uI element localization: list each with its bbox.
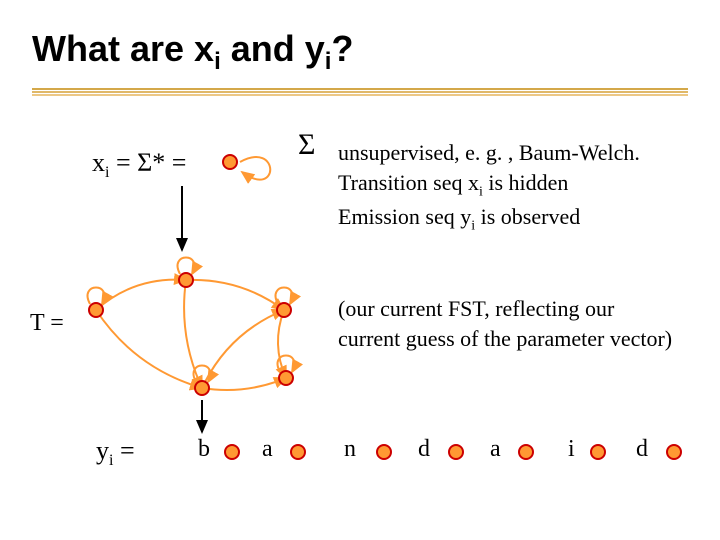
xi-equals-label: xi = Σ* = bbox=[92, 148, 186, 182]
yi-node-6 bbox=[666, 444, 682, 460]
stripe-1 bbox=[32, 88, 688, 90]
yi-letter-1: a bbox=[262, 436, 273, 463]
yi-node-0 bbox=[224, 444, 240, 460]
yi-node-2 bbox=[376, 444, 392, 460]
stripe-2 bbox=[32, 91, 688, 93]
description-unsupervised: unsupervised, e. g. , Baum-Welch. Transi… bbox=[338, 138, 640, 236]
yi-equals-label: yi = bbox=[96, 436, 135, 470]
xi-node bbox=[222, 154, 238, 170]
title-underline bbox=[32, 88, 688, 96]
yi-node-4 bbox=[518, 444, 534, 460]
yi-letter-4: a bbox=[490, 436, 501, 463]
yi-node-1 bbox=[290, 444, 306, 460]
description-fst: (our current FST, reflecting our current… bbox=[338, 294, 672, 353]
fst-node-2 bbox=[194, 380, 210, 396]
stripe-3 bbox=[32, 94, 688, 96]
yi-letter-5: i bbox=[568, 436, 575, 463]
t-equals-label: T = bbox=[30, 310, 64, 337]
fst-node-3 bbox=[276, 302, 292, 318]
page-title: What are xi and yi? bbox=[32, 28, 353, 76]
fst-node-0 bbox=[88, 302, 104, 318]
fst-node-1 bbox=[178, 272, 194, 288]
yi-letter-0: b bbox=[198, 436, 210, 463]
yi-letter-3: d bbox=[418, 436, 430, 463]
yi-node-5 bbox=[590, 444, 606, 460]
yi-node-3 bbox=[448, 444, 464, 460]
yi-letter-6: d bbox=[636, 436, 648, 463]
sigma-label: Σ bbox=[298, 128, 315, 162]
yi-letter-2: n bbox=[344, 436, 356, 463]
fst-node-4 bbox=[278, 370, 294, 386]
